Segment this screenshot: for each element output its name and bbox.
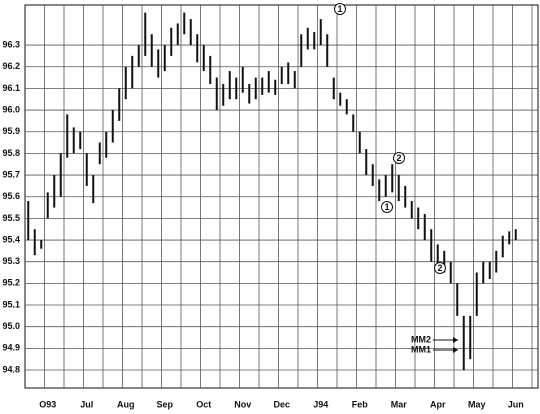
y-tick-label: 95.8 — [2, 148, 20, 158]
y-tick-label: 95.3 — [2, 256, 20, 266]
y-tick-label: 95.4 — [2, 234, 20, 244]
y-tick-label: 94.9 — [2, 343, 20, 353]
arrow-head — [453, 337, 458, 343]
y-tick-label: 95.5 — [2, 213, 20, 223]
y-tick-label: 96.3 — [2, 39, 20, 49]
x-tick-label: J94 — [313, 399, 328, 409]
annotation: 2 — [396, 153, 401, 163]
x-tick-label: Sep — [156, 399, 173, 409]
annotation-circle — [393, 152, 405, 164]
y-tick-label: 96.1 — [2, 83, 20, 93]
annotation: MM2 — [411, 334, 431, 344]
x-tick-label: Mar — [391, 399, 408, 409]
x-tick-label: Oct — [196, 399, 211, 409]
annotation: 1 — [384, 202, 389, 212]
x-tick-label: Jun — [508, 399, 524, 409]
annotation: 2 — [437, 263, 442, 273]
y-tick-label: 94.8 — [2, 364, 20, 374]
x-tick-label: Feb — [352, 399, 369, 409]
y-tick-label: 95.6 — [2, 191, 20, 201]
x-tick-label: Dec — [273, 399, 290, 409]
annotation: MM1 — [411, 344, 431, 354]
annotation-circle — [434, 262, 446, 274]
annotation-circle — [381, 201, 393, 213]
annotation-circle — [334, 3, 346, 15]
y-tick-label: 95.7 — [2, 169, 20, 179]
x-tick-label: Aug — [117, 399, 135, 409]
x-tick-label: Jul — [80, 399, 93, 409]
y-tick-label: 95.9 — [2, 126, 20, 136]
x-tick-label: Apr — [430, 399, 446, 409]
x-tick-label: Nov — [234, 399, 251, 409]
y-tick-label: 96.2 — [2, 61, 20, 71]
arrow-head — [453, 347, 458, 353]
y-tick-label: 95.1 — [2, 299, 20, 309]
y-tick-label: 95.2 — [2, 278, 20, 288]
y-tick-label: 96.0 — [2, 104, 20, 114]
annotation: 1 — [337, 4, 342, 14]
x-tick-label: May — [468, 399, 486, 409]
x-tick-label: O93 — [39, 399, 56, 409]
y-tick-label: 95.0 — [2, 321, 20, 331]
